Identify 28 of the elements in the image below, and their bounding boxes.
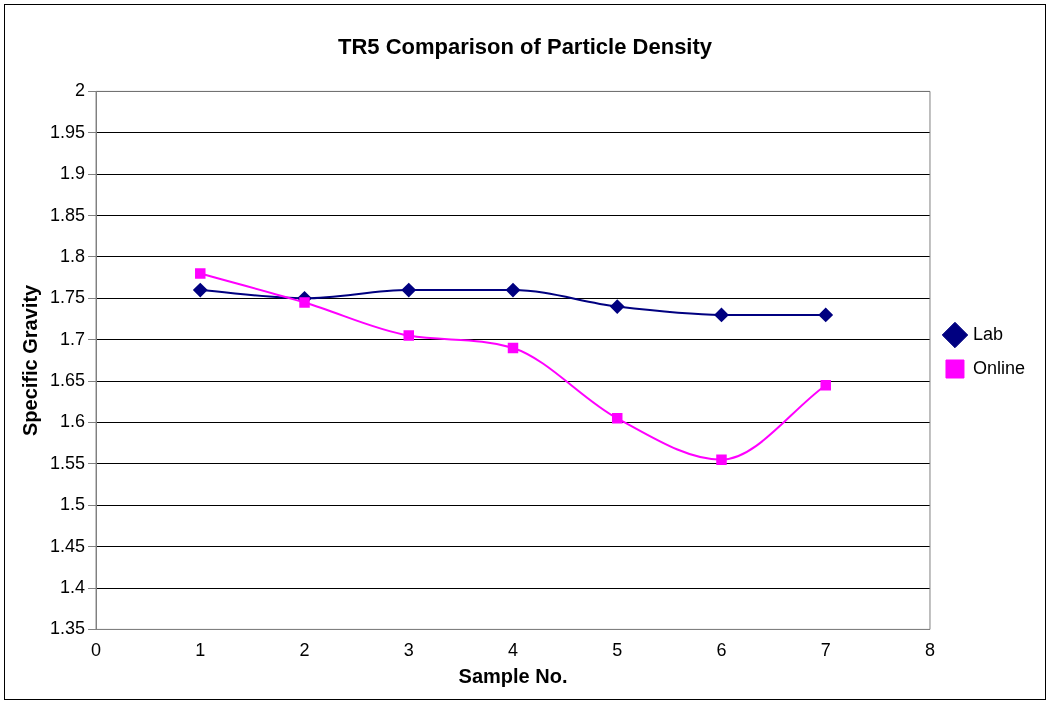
x-tick-label: 5 [612, 640, 623, 661]
x-tick-label: 6 [716, 640, 727, 661]
x-tick-label: 7 [820, 640, 831, 661]
x-tick-label: 8 [924, 640, 935, 661]
y-tick-label: 1.75 [49, 287, 86, 308]
y-tick-label: 1.5 [60, 494, 86, 515]
legend-label: Lab [972, 323, 1004, 344]
x-tick-label: 1 [195, 640, 206, 661]
x-tick-label: 3 [403, 640, 414, 661]
y-tick-label: 1.85 [49, 204, 86, 225]
y-tick-label: 1.6 [60, 411, 86, 432]
x-tick-label: 2 [299, 640, 310, 661]
y-tick-label: 2 [75, 80, 86, 101]
y-tick-label: 1.9 [60, 163, 86, 184]
x-tick-label: 0 [91, 640, 102, 661]
y-axis-title: Specific Gravity [18, 283, 41, 436]
y-tick-label: 1.55 [49, 452, 86, 473]
y-tick-label: 1.8 [60, 245, 86, 266]
y-tick-label: 1.7 [60, 328, 86, 349]
y-tick-label: 1.65 [49, 370, 86, 391]
y-tick-label: 1.35 [49, 618, 86, 639]
legend-label: Online [972, 357, 1025, 378]
y-tick-label: 1.45 [49, 535, 86, 556]
x-tick-label: 4 [507, 640, 519, 661]
x-axis-title: Sample No. [458, 664, 568, 687]
y-tick-label: 1.95 [49, 121, 86, 142]
y-tick-label: 1.4 [60, 576, 86, 597]
chart-title: TR5 Comparison of Particle Density [337, 34, 713, 60]
